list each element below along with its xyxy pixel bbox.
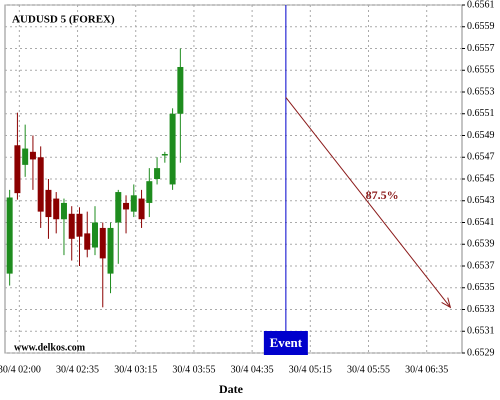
arrow-head	[441, 297, 452, 309]
x-tick-label: 30/4 03:15	[114, 364, 157, 375]
x-tick-label: 30/4 02:35	[56, 364, 99, 375]
candle-body	[22, 148, 29, 165]
candle-body	[177, 66, 184, 114]
candle-body	[161, 153, 168, 156]
candle-body	[99, 227, 106, 259]
y-tick-label: 0.6541	[467, 217, 495, 228]
x-tick-label: 30/4 03:55	[172, 364, 215, 375]
x-tick-label: 30/4 02:00	[0, 364, 41, 375]
y-tick-label: 0.6533	[467, 304, 495, 315]
candle-body	[92, 222, 99, 248]
y-tick-label: 0.6531	[467, 326, 495, 337]
y-tick-label: 0.6539	[467, 239, 495, 250]
x-tick-label: 30/4 05:55	[347, 364, 390, 375]
event-box	[263, 331, 308, 355]
y-tick-label: 0.6551	[467, 108, 495, 119]
event-label: Event	[270, 335, 303, 350]
y-tick-label: 0.6561	[467, 0, 495, 10]
x-tick-label: 30/4 04:35	[231, 364, 274, 375]
x-axis-label: Date	[219, 382, 244, 396]
y-tick-label: 0.6543	[467, 195, 495, 206]
candle-body	[115, 192, 122, 223]
candle-body	[123, 202, 130, 210]
y-tick-label: 0.6557	[467, 43, 495, 54]
chart-title: AUDUSD 5 (FOREX)	[12, 14, 115, 26]
candle-body	[45, 189, 52, 218]
candle-body	[130, 195, 137, 212]
watermark: www.delkos.com	[14, 342, 86, 353]
y-tick-label: 0.6555	[467, 65, 495, 76]
candle-body	[76, 213, 83, 237]
grid	[5, 4, 462, 354]
candle-body	[154, 168, 161, 179]
forecast-arrow	[285, 97, 451, 308]
candle-body	[53, 198, 60, 220]
candle-body	[60, 202, 67, 220]
candle-body	[14, 145, 21, 194]
candle-body	[6, 197, 13, 274]
candle-body	[37, 157, 44, 212]
candle-body	[146, 181, 153, 203]
candle-body	[68, 213, 75, 239]
y-tick-label: 0.6529	[467, 347, 495, 358]
y-tick-label: 0.6535	[467, 282, 495, 293]
y-tick-label: 0.6553	[467, 86, 495, 97]
marks	[6, 48, 184, 308]
candle-body	[29, 151, 36, 160]
y-tick-label: 0.6549	[467, 130, 495, 141]
candle-body	[138, 198, 145, 220]
y-tick-label: 0.6547	[467, 152, 495, 163]
y-tick-label: 0.6545	[467, 173, 495, 184]
candle-body	[169, 113, 176, 185]
y-tick-label: 0.6537	[467, 260, 495, 271]
candle-body	[84, 233, 91, 250]
y-tick-label: 0.6559	[467, 21, 495, 32]
forecast-label: 87.5%	[366, 188, 399, 202]
x-tick-label: 30/4 06:35	[405, 364, 448, 375]
x-tick-label: 30/4 05:15	[289, 364, 332, 375]
candle-body	[107, 227, 114, 274]
plot-area	[4, 4, 463, 354]
